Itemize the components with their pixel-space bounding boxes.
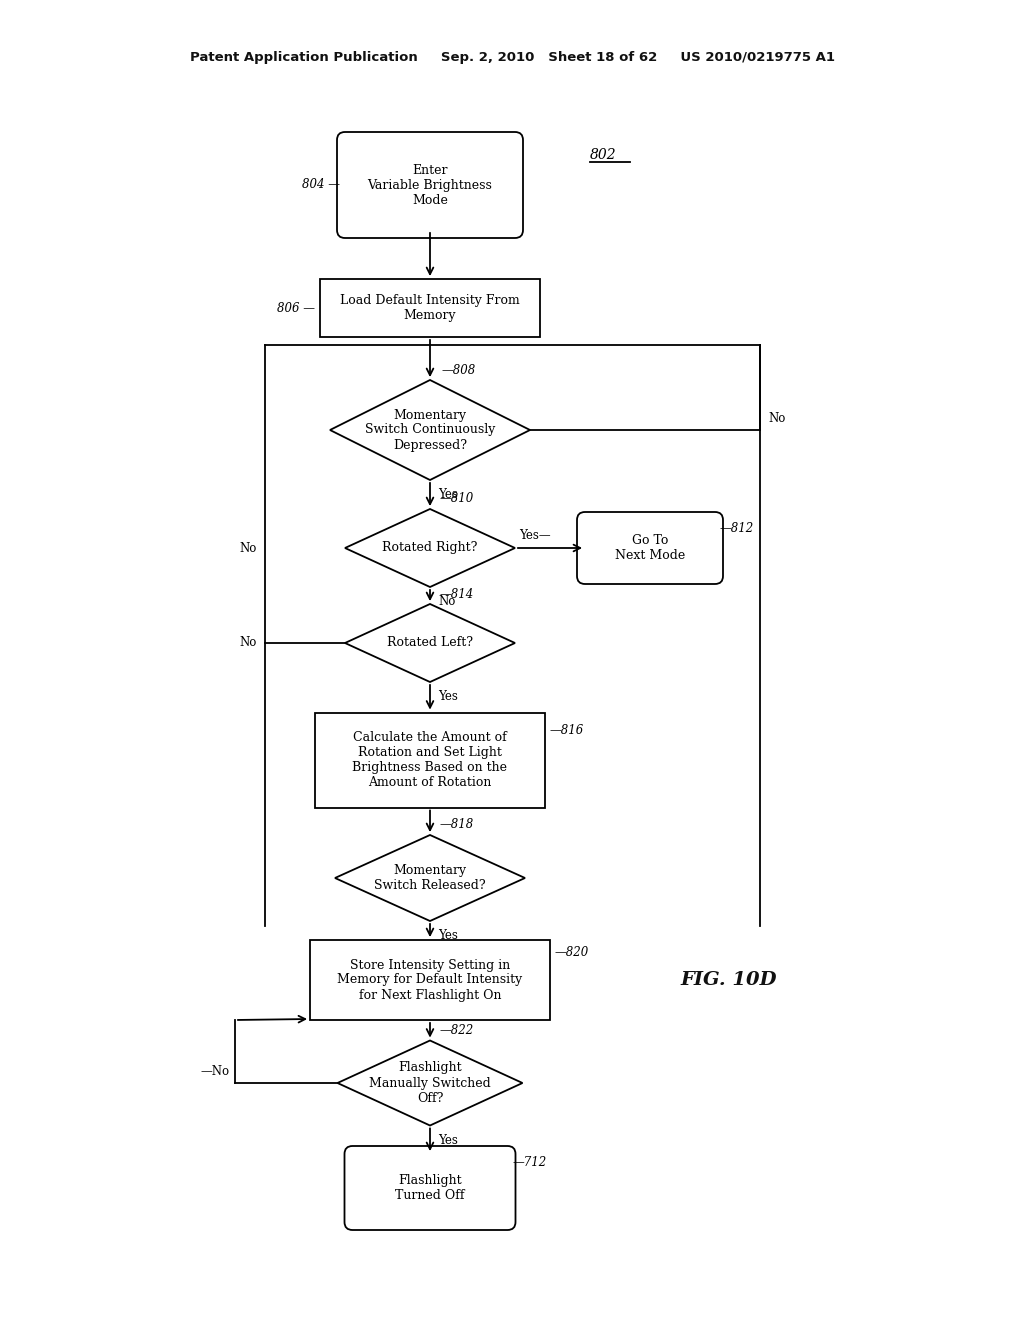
Text: —812: —812 <box>720 521 755 535</box>
Text: Yes: Yes <box>438 1134 458 1147</box>
Text: —814: —814 <box>440 587 474 601</box>
Bar <box>315 713 545 808</box>
Polygon shape <box>345 510 515 587</box>
Text: Calculate the Amount of
Rotation and Set Light
Brightness Based on the
Amount of: Calculate the Amount of Rotation and Set… <box>352 731 508 789</box>
Text: Yes: Yes <box>438 690 458 704</box>
Text: No: No <box>240 636 257 649</box>
Text: —712: —712 <box>512 1156 547 1170</box>
Text: Momentary
Switch Released?: Momentary Switch Released? <box>374 865 485 892</box>
Polygon shape <box>335 836 525 921</box>
Text: FIG. 10D: FIG. 10D <box>680 972 776 989</box>
Bar <box>319 279 540 337</box>
Text: —822: —822 <box>440 1024 474 1038</box>
Text: Yes: Yes <box>438 488 458 502</box>
Polygon shape <box>330 380 530 480</box>
Text: —818: —818 <box>440 818 474 832</box>
Text: 806 —: 806 — <box>278 301 315 314</box>
Text: —808: —808 <box>442 363 476 376</box>
Text: Rotated Right?: Rotated Right? <box>382 541 477 554</box>
Text: Go To
Next Mode: Go To Next Mode <box>614 535 685 562</box>
Text: Store Intensity Setting in
Memory for Default Intensity
for Next Flashlight On: Store Intensity Setting in Memory for De… <box>337 958 522 1002</box>
Text: No: No <box>240 541 257 554</box>
Text: Yes: Yes <box>438 929 458 942</box>
Text: Load Default Intensity From
Memory: Load Default Intensity From Memory <box>340 294 520 322</box>
FancyBboxPatch shape <box>577 512 723 583</box>
Text: Flashlight
Manually Switched
Off?: Flashlight Manually Switched Off? <box>369 1061 490 1105</box>
Text: 804 —: 804 — <box>302 178 340 191</box>
Text: No: No <box>438 595 456 609</box>
Text: —820: —820 <box>555 945 589 958</box>
Text: Patent Application Publication     Sep. 2, 2010   Sheet 18 of 62     US 2010/021: Patent Application Publication Sep. 2, 2… <box>189 51 835 65</box>
Polygon shape <box>338 1040 522 1126</box>
FancyBboxPatch shape <box>337 132 523 238</box>
Text: 802: 802 <box>590 148 616 162</box>
Text: Yes—: Yes— <box>519 529 551 543</box>
Text: Rotated Left?: Rotated Left? <box>387 636 473 649</box>
Text: —816: —816 <box>550 723 585 737</box>
FancyBboxPatch shape <box>344 1146 515 1230</box>
Bar <box>310 940 550 1020</box>
Polygon shape <box>345 605 515 682</box>
Text: —No: —No <box>201 1065 230 1078</box>
Text: No: No <box>768 412 785 425</box>
Text: Momentary
Switch Continuously
Depressed?: Momentary Switch Continuously Depressed? <box>365 408 496 451</box>
Text: —810: —810 <box>440 492 474 506</box>
Text: Enter
Variable Brightness
Mode: Enter Variable Brightness Mode <box>368 164 493 206</box>
Text: Flashlight
Turned Off: Flashlight Turned Off <box>395 1173 465 1203</box>
